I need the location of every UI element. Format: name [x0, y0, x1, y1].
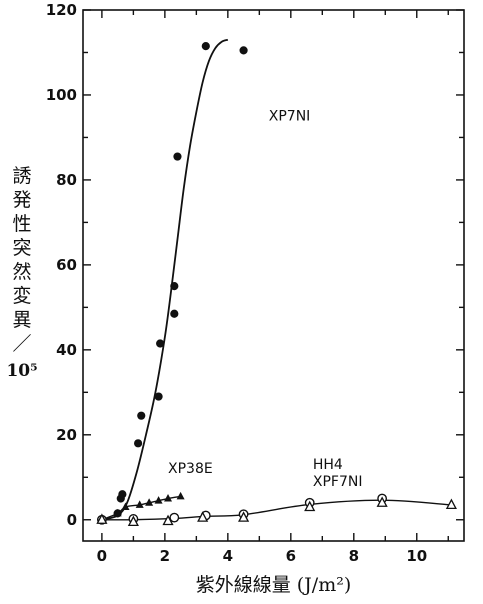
y-axis-label-char: 性	[12, 213, 31, 235]
x-tick-label: 0	[97, 547, 107, 565]
data-point	[304, 500, 316, 512]
data-point	[376, 496, 388, 507]
data-point	[197, 511, 209, 522]
data-point	[154, 392, 163, 401]
y-tick-label: 80	[56, 171, 77, 189]
y-axis-label-char: 誘	[12, 165, 31, 187]
data-point	[154, 496, 163, 504]
data-point	[135, 500, 144, 508]
data-point	[121, 502, 130, 511]
y-axis-label-char: 異	[12, 309, 31, 331]
y-axis-label-char: 発	[12, 189, 31, 211]
y-axis-label-char: 突	[12, 237, 31, 259]
x-tick-label: 10	[406, 547, 427, 565]
plot-area	[96, 38, 457, 527]
data-point	[134, 439, 143, 448]
x-tick-label: 6	[286, 547, 296, 565]
y-tick-label: 120	[46, 1, 77, 19]
data-point	[170, 282, 179, 291]
x-axis-label: 紫外線線量 (J/m²)	[196, 574, 352, 596]
series-annotation: XP38E	[168, 461, 213, 477]
y-axis-label-char: 変	[12, 285, 31, 307]
data-point	[113, 508, 122, 517]
y-axis-label-unit: 10⁵	[6, 361, 37, 381]
hh4-xpf7ni-line	[101, 499, 452, 521]
data-point	[162, 514, 174, 526]
series-annotation: XP7NI	[269, 108, 311, 124]
data-point	[156, 339, 165, 348]
plot-frame	[82, 9, 465, 542]
data-point	[118, 490, 127, 499]
data-point	[164, 494, 173, 502]
y-tick-label: 100	[46, 86, 77, 104]
data-point	[127, 515, 139, 527]
data-point	[145, 498, 154, 506]
x-tick-label: 4	[223, 547, 233, 565]
series-annotation: XPF7NI	[313, 474, 363, 490]
y-axis-label-char: ／	[12, 333, 31, 355]
data-point	[137, 411, 146, 420]
series-annotation: HH4	[313, 457, 343, 473]
data-point	[170, 309, 179, 318]
data-point	[96, 513, 108, 524]
y-tick-label: 0	[67, 511, 77, 529]
y-tick-label: 40	[56, 341, 77, 359]
y-tick-label: 60	[56, 256, 77, 274]
data-point	[176, 491, 185, 500]
data-point	[239, 46, 248, 55]
y-tick-label: 20	[56, 426, 77, 444]
data-point	[201, 42, 210, 51]
xp7ni-curve	[101, 38, 229, 521]
y-axis-label-char: 然	[12, 261, 31, 283]
data-point	[445, 498, 457, 510]
x-tick-label: 8	[349, 547, 359, 565]
data-point	[169, 512, 180, 523]
data-point	[173, 152, 182, 161]
x-tick-label: 2	[160, 547, 170, 565]
data-point	[238, 511, 250, 522]
